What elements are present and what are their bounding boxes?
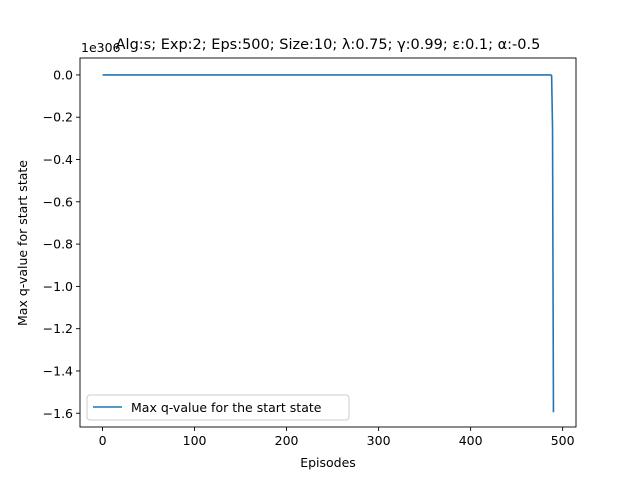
y-axis-label: Max q-value for start state — [15, 160, 30, 326]
x-tick-label: 100 — [183, 433, 207, 448]
x-tick-label: 0 — [99, 433, 107, 448]
y-tick-label: 0.0 — [53, 67, 73, 82]
series-line — [102, 74, 555, 413]
legend-label: Max q-value for the start state — [131, 400, 322, 415]
y-tick-label: −1.4 — [43, 363, 73, 378]
x-tick-label: 300 — [367, 433, 391, 448]
x-axis-label: Episodes — [300, 455, 356, 470]
y-axis-offset-text: 1e306 — [81, 40, 121, 55]
y-tick-label: −0.4 — [43, 152, 73, 167]
x-tick-label: 400 — [459, 433, 483, 448]
x-tick-label: 500 — [551, 433, 575, 448]
y-tick-label: −1.2 — [43, 321, 73, 336]
legend-box — [86, 394, 350, 421]
y-tick-label: −1.6 — [43, 406, 73, 421]
plot-frame — [79, 57, 577, 428]
x-tick-label: 200 — [275, 433, 299, 448]
plot-lines — [102, 74, 555, 413]
legend: Max q-value for the start state — [86, 394, 350, 421]
y-tick-label: −0.6 — [43, 194, 73, 209]
y-tick-label: −1.0 — [43, 279, 73, 294]
axis-ticks: 0 100 200 300 400 500 0.0 −0.2 −0.4 −0.6 −0.8 −1.0 −… — [43, 67, 575, 448]
chart-title: Alg:s; Exp:2; Eps:500; Size:10; λ:0.75; … — [116, 37, 541, 53]
y-tick-label: −0.2 — [43, 110, 73, 125]
y-tick-label: −0.8 — [43, 237, 73, 252]
